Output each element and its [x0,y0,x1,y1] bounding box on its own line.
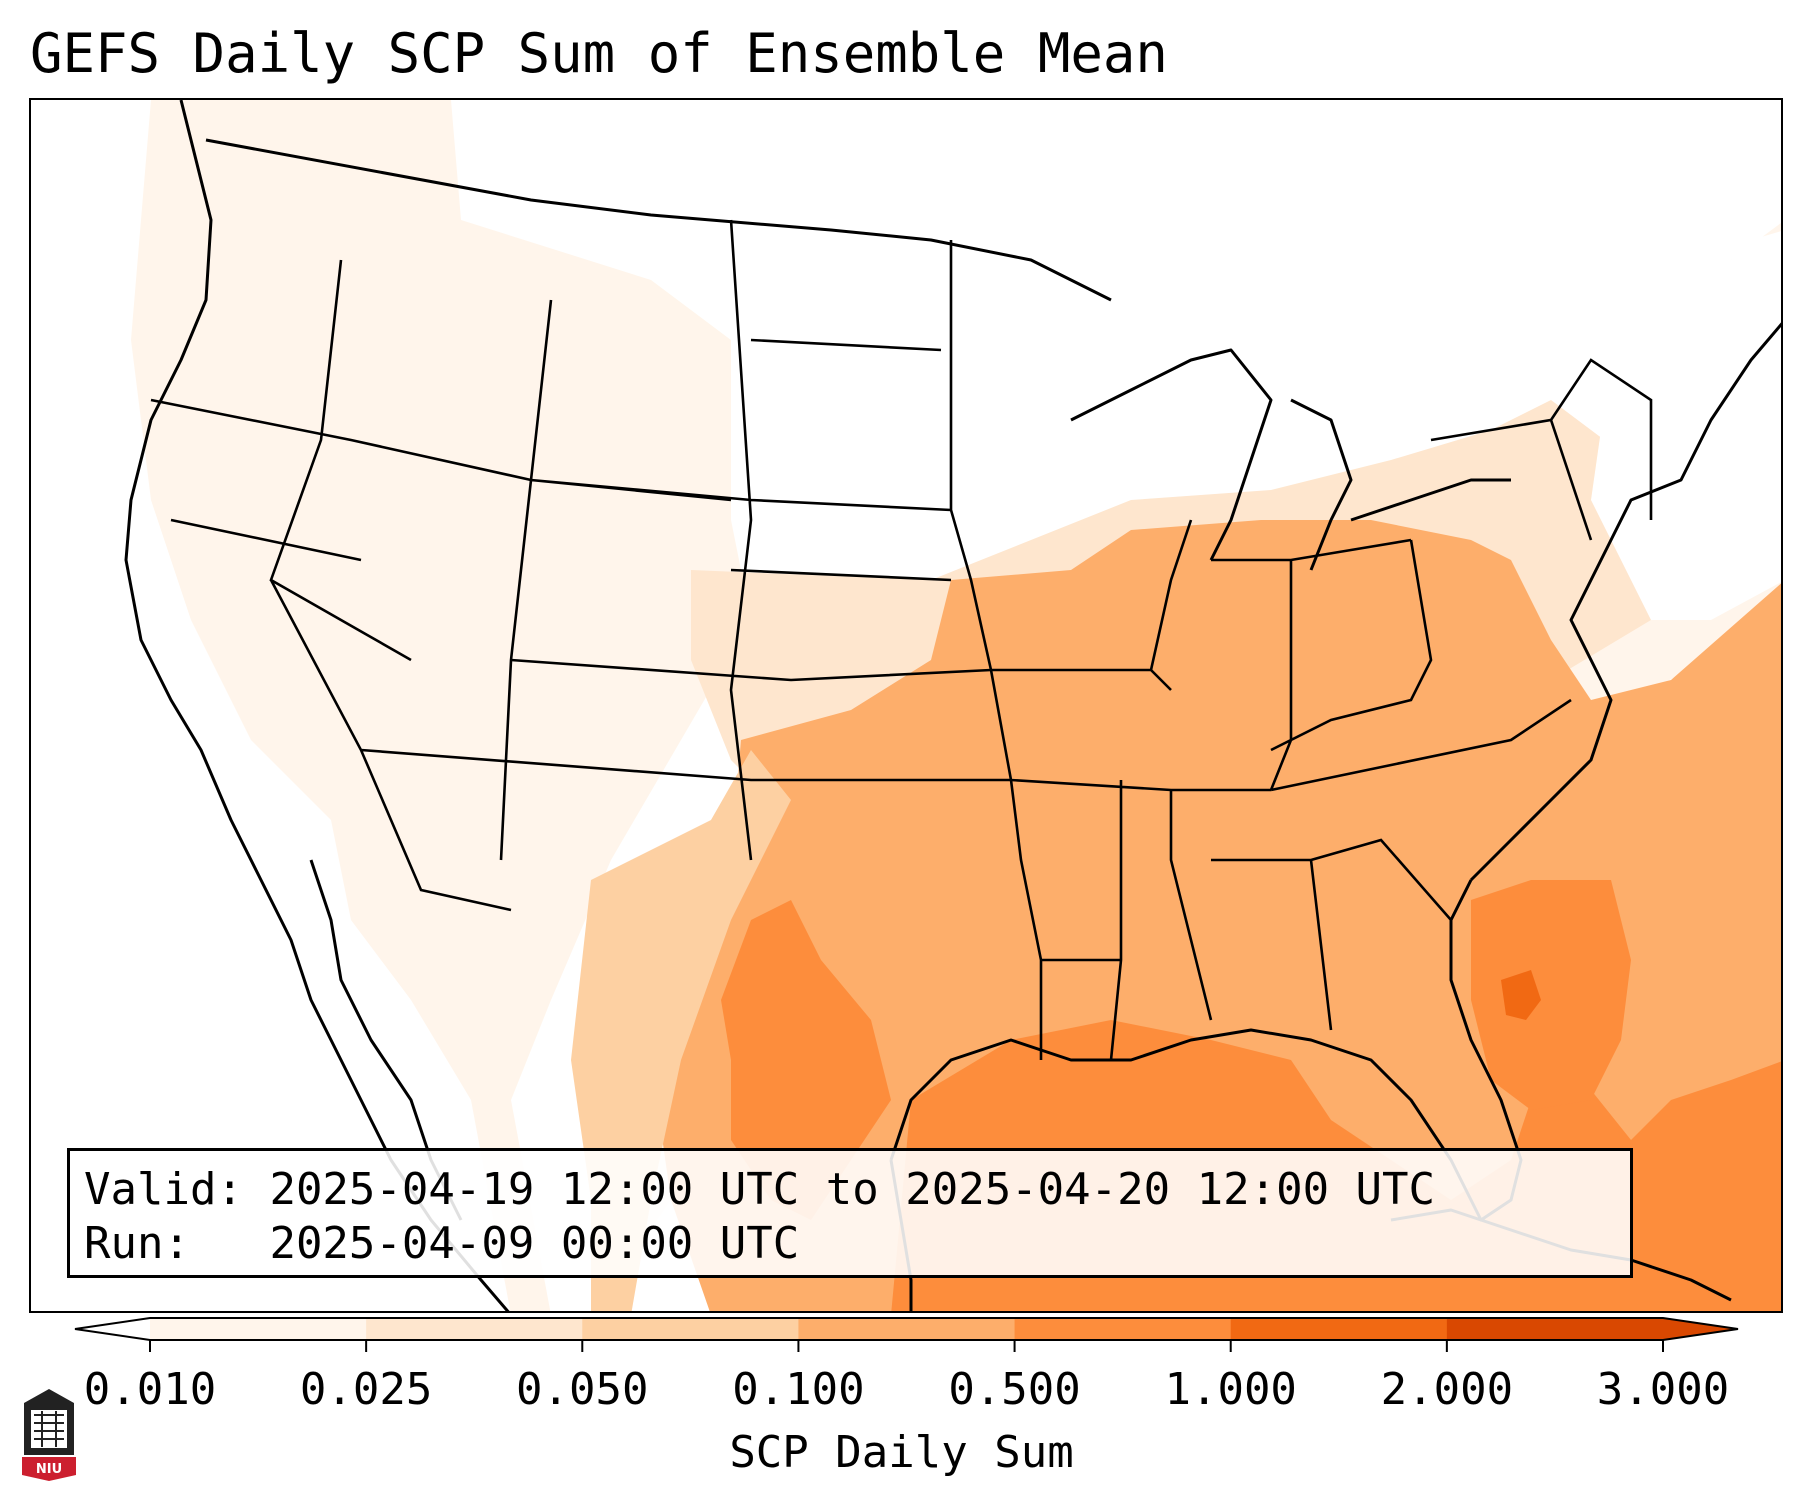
shading-dark-spot [1501,970,1541,1020]
colorbar-tick-label: 0.025 [299,1364,433,1415]
colorbar-tick-label: 2.000 [1380,1364,1514,1415]
shading-clear-northeast [1591,231,1781,620]
run-value: 2025-04-09 00:00 UTC [269,1218,800,1269]
colorbar-segment [366,1318,583,1340]
colorbar-tick-label: 0.100 [732,1364,865,1415]
valid-value: 2025-04-19 12:00 UTC to 2025-04-20 12:00… [269,1164,1436,1215]
colorbar-segment [1446,1318,1664,1340]
niu-logo-icon: NIU [22,1389,76,1481]
scp-shading [131,100,1781,1311]
coastline-atlantic [1469,322,1781,882]
colorbar-ticks [149,1340,1664,1352]
colorbar-label: SCP Daily Sum [729,1427,1074,1478]
shading-light-west [131,100,1781,1311]
colorbar-segment [1014,1318,1232,1340]
coastline-pacific [124,100,510,1311]
valid-run-info-box: Valid: 2025-04-19 12:00 UTC to 2025-04-2… [67,1148,1633,1278]
colorbar-segments [74,1317,1739,1341]
logo-text: NIU [36,1462,62,1477]
border-states-east [1149,358,1653,1031]
run-line: Run: 2025-04-09 00:00 UTC [84,1217,1616,1271]
colorbar-extend-min [75,1318,150,1340]
great-lakes [1070,348,1511,571]
border-states-west [150,219,1011,912]
run-label: Run: [84,1218,190,1269]
colorbar-tick-label: 0.010 [83,1364,217,1415]
colorbar-segment [150,1318,367,1340]
colorbar-tick-label: 1.000 [1164,1364,1297,1415]
coastline-gulf [889,879,1523,1222]
shading-deep-atlantic [1471,880,1631,1110]
colorbar-tick-label: 0.050 [516,1364,649,1415]
map-panel [29,98,1783,1313]
valid-line: Valid: 2025-04-19 12:00 UTC to 2025-04-2… [84,1163,1616,1217]
border-us-canada [205,138,1112,302]
colorbar-outline [74,1317,1739,1341]
colorbar-segment [798,1318,1016,1340]
colorbar-tick-label: 0.500 [948,1364,1081,1415]
colorbar-segment [1230,1318,1448,1340]
colorbar-tick-label: 3.000 [1596,1364,1730,1415]
valid-label: Valid: [84,1164,243,1215]
colorbar-segment [582,1318,799,1340]
shading-deep-texas [721,900,891,1220]
colorbar-extend-max [1663,1318,1738,1340]
state-borders [150,219,1653,1061]
scp-field-map [124,100,1781,1311]
map-title: GEFS Daily SCP Sum of Ensemble Mean [30,22,1168,85]
